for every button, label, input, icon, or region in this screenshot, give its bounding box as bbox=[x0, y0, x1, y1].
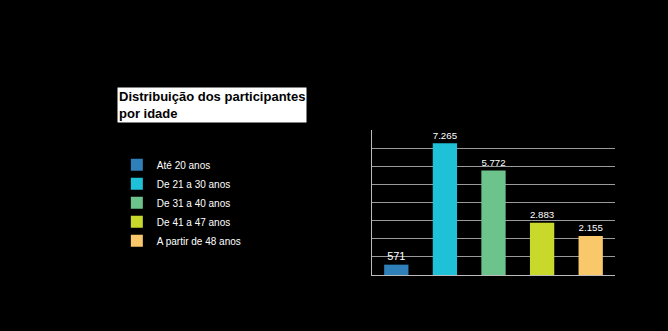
svg-text:Distribuição dos participantes: Distribuição dos participantespor idade bbox=[119, 89, 305, 121]
svg-text:A partir de 48 anos: A partir de 48 anos bbox=[157, 236, 241, 247]
svg-text:De 41 a 47 anos: De 41 a 47 anos bbox=[157, 217, 230, 228]
svg-text:Até 20 anos: Até 20 anos bbox=[157, 160, 210, 171]
svg-text:2.155: 2.155 bbox=[579, 222, 603, 233]
svg-text:2.883: 2.883 bbox=[530, 209, 554, 220]
svg-text:7.265: 7.265 bbox=[433, 130, 457, 141]
svg-text:De 31 a 40 anos: De 31 a 40 anos bbox=[157, 198, 230, 209]
svg-text:5.772: 5.772 bbox=[481, 157, 505, 168]
svg-text:De 21 a 30 anos: De 21 a 30 anos bbox=[157, 179, 230, 190]
svg-text:571: 571 bbox=[387, 250, 405, 262]
